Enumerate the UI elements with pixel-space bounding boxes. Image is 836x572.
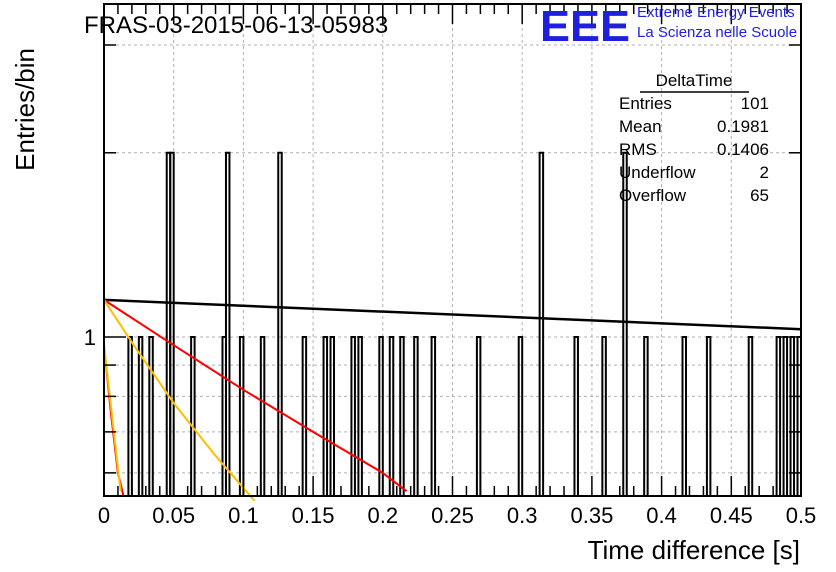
histogram-bin <box>137 336 144 496</box>
histogram-bin <box>190 336 196 496</box>
histogram-bins <box>127 151 802 496</box>
x-tick-label: 0.45 <box>710 503 753 528</box>
histogram-bin <box>622 151 628 496</box>
histogram-bin <box>224 151 231 496</box>
stats-row-value: 0.1981 <box>717 117 769 136</box>
eee-logo: EEE Extreme Energy Events La Scienza nel… <box>540 2 797 51</box>
stats-row-value: 0.1406 <box>717 140 769 159</box>
histogram-bin <box>322 336 329 496</box>
stats-title: DeltaTime <box>656 71 733 90</box>
x-tick-label: 0.15 <box>292 503 335 528</box>
histogram-bin <box>517 336 524 496</box>
stats-row-value: 65 <box>750 186 769 205</box>
histogram-bin <box>399 336 405 496</box>
run-title: FRAS-03-2015-06-13-05983 <box>84 12 388 39</box>
histogram-bin <box>747 336 754 496</box>
x-tick-label: 0.05 <box>152 503 195 528</box>
histogram-bin <box>775 336 782 496</box>
histogram-bin <box>148 336 154 496</box>
x-tick-labels: 0 0.05 0.1 0.15 0.2 0.25 0.3 0.35 0.4 0.45 0.5 <box>98 503 816 528</box>
eee-logo-line2: La Scienza nelle Scuole <box>637 24 797 41</box>
x-tick-label: 0.25 <box>431 503 474 528</box>
x-tick-label: 0.35 <box>570 503 613 528</box>
y-axis-label: Entries/bin <box>10 48 40 171</box>
stats-row-label: Underflow <box>619 163 696 182</box>
histogram-bin <box>430 336 437 496</box>
stats-row-label: Overflow <box>619 186 687 205</box>
axis-ticks <box>103 4 802 496</box>
histogram-bin <box>301 336 308 496</box>
histogram-bin <box>127 336 133 496</box>
histogram-bin <box>169 151 175 496</box>
histogram-bin <box>350 336 356 496</box>
histogram-bin <box>782 336 789 496</box>
stats-row-value: 2 <box>760 163 769 182</box>
y-tick-labels: 1 <box>84 325 96 350</box>
stats-row-label: Entries <box>619 94 672 113</box>
fit-curves <box>103 298 802 502</box>
stats-row-label: RMS <box>619 140 657 159</box>
x-tick-label: 0.4 <box>646 503 677 528</box>
eee-logo-mark: EEE <box>540 2 630 51</box>
fit-curve <box>103 299 408 492</box>
histogram-bin <box>538 151 545 496</box>
x-tick-label: 0 <box>98 503 110 528</box>
x-tick-label: 0.3 <box>507 503 538 528</box>
eee-logo-line1: Extreme Energy Events <box>637 4 795 21</box>
y-tick-label: 1 <box>84 325 96 350</box>
fit-curve <box>103 298 802 331</box>
x-tick-label: 0.1 <box>228 503 259 528</box>
histogram-bin <box>357 336 363 496</box>
stats-box: DeltaTime Entries 101 Mean 0.1981 RMS 0.1406 U… <box>619 71 769 205</box>
stats-row-value: 101 <box>741 94 769 113</box>
fit-curve <box>103 345 122 492</box>
histogram-bin <box>413 336 419 496</box>
histogram-bin <box>601 336 607 496</box>
histogram-bin <box>573 336 579 496</box>
histogram-bin <box>705 336 712 496</box>
histogram-bin <box>475 336 482 496</box>
x-tick-label: 0.2 <box>368 503 399 528</box>
histogram-bin <box>681 336 687 496</box>
histogram-bin <box>329 336 336 496</box>
stats-row-label: Mean <box>619 117 662 136</box>
x-axis-label: Time difference [s] <box>588 535 800 565</box>
x-tick-label: 0.5 <box>786 503 817 528</box>
histogram-bin <box>643 336 649 496</box>
histogram-bin <box>378 336 384 496</box>
histogram-bin <box>238 336 245 496</box>
histogram-bin <box>259 336 266 496</box>
histogram-bin <box>388 336 395 496</box>
histogram-bin <box>277 151 283 496</box>
fit-curve <box>103 299 256 502</box>
